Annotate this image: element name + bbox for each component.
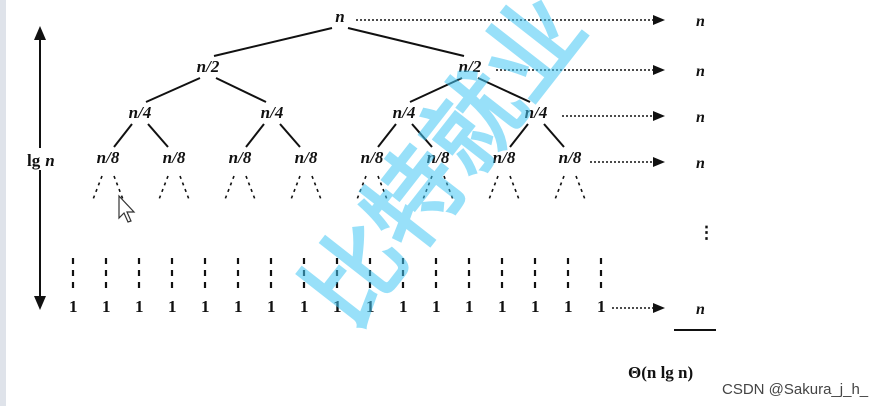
tree-node-n-over-8: n/8 (493, 148, 516, 167)
tree-node-n-over-2: n/2 (197, 57, 220, 76)
tree-node-n-over-4: n/4 (129, 103, 152, 122)
continuation-dash (443, 175, 455, 203)
continuation-dash (509, 175, 521, 203)
cost-arrowhead (653, 65, 665, 75)
cost-arrowhead (653, 157, 665, 167)
continuation-dash (553, 175, 565, 203)
height-axis-down-arrow (34, 296, 46, 310)
tree-edge (509, 123, 529, 148)
leaf-node: 1 (102, 297, 111, 316)
row-cost: n (696, 13, 705, 30)
tree-node-n: n (335, 7, 344, 26)
continuation-dash (487, 175, 499, 203)
tree-edge (113, 123, 133, 148)
row-cost-arrows (356, 15, 665, 313)
tree-node-n-over-4: n/4 (393, 103, 416, 122)
leaf-node: 1 (564, 297, 573, 316)
leaf-node: 1 (531, 297, 540, 316)
tree-edge (213, 27, 333, 57)
tree-node-n-over-8: n/8 (229, 148, 252, 167)
continuation-dash (223, 175, 235, 203)
tree-edge (215, 77, 267, 103)
tree-node-n-over-8: n/8 (163, 148, 186, 167)
leaf-node: 1 (432, 297, 441, 316)
csdn-credit: CSDN @Sakura_j_h_ (722, 381, 869, 398)
continuation-dash (245, 175, 257, 203)
continuation-dash (575, 175, 587, 203)
mouse-cursor-icon (118, 194, 136, 223)
row-costs: n n n n n (696, 13, 705, 318)
leaf-node: 1 (135, 297, 144, 316)
continuation-dash (91, 175, 103, 203)
row-cost: n (696, 155, 705, 172)
height-axis-up-arrow (34, 26, 46, 40)
continuation-dash (311, 175, 323, 203)
tree-edge (409, 77, 463, 103)
leaf-node: 1 (366, 297, 375, 316)
continuation-dash (179, 175, 191, 203)
tree-edge (477, 77, 531, 103)
cost-arrowhead (653, 303, 665, 313)
tree-node-n-over-2: n/2 (459, 57, 482, 76)
leaf-node: 1 (498, 297, 507, 316)
continuation-dash (157, 175, 169, 203)
continuation-dash (355, 175, 367, 203)
tree-nodes: n n/2 n/2 n/4 n/4 n/4 n/4 n/8 n/8 n/8 n/8 n/8 n/8 n/8… (97, 7, 582, 167)
tree-edge (279, 123, 301, 148)
ellipsis: ⋮ (698, 223, 715, 242)
leaf-node: 1 (300, 297, 309, 316)
tree-node-n-over-4: n/4 (261, 103, 284, 122)
tree-edge (543, 123, 565, 148)
leaf-row: 1 1 1 1 1 1 1 1 1 1 1 1 1 1 1 1 1 (69, 297, 606, 316)
continuation-dashes (71, 175, 603, 292)
leaf-node: 1 (234, 297, 243, 316)
continuation-dash (421, 175, 433, 203)
leaf-node: 1 (465, 297, 474, 316)
continuation-dash (113, 175, 125, 203)
tree-edges (113, 27, 565, 148)
tree-node-n-over-8: n/8 (295, 148, 318, 167)
height-label: lg n (27, 151, 55, 170)
continuation-dash (289, 175, 301, 203)
tree-edge (245, 123, 265, 148)
leaf-node: 1 (69, 297, 78, 316)
continuation-dash (377, 175, 389, 203)
leaf-node: 1 (333, 297, 342, 316)
tree-node-n-over-8: n/8 (97, 148, 120, 167)
tree-node-n-over-8: n/8 (361, 148, 384, 167)
tree-edge (347, 27, 465, 57)
window-edge (0, 0, 6, 406)
leaf-node: 1 (597, 297, 606, 316)
total-cost: Θ(n lg n) (628, 363, 693, 382)
leaf-node: 1 (267, 297, 276, 316)
tree-node-n-over-4: n/4 (525, 103, 548, 122)
tree-node-n-over-8: n/8 (559, 148, 582, 167)
leaf-node: 1 (201, 297, 210, 316)
leaf-node: 1 (168, 297, 177, 316)
tree-edge (145, 77, 201, 103)
leaf-node: 1 (399, 297, 408, 316)
row-cost: n (696, 63, 705, 80)
tree-edge (377, 123, 397, 148)
cost-arrowhead (653, 15, 665, 25)
row-cost: n (696, 301, 705, 318)
cost-arrowhead (653, 111, 665, 121)
tree-edge (411, 123, 433, 148)
tree-edge (147, 123, 169, 148)
row-cost: n (696, 109, 705, 126)
tree-node-n-over-8: n/8 (427, 148, 450, 167)
